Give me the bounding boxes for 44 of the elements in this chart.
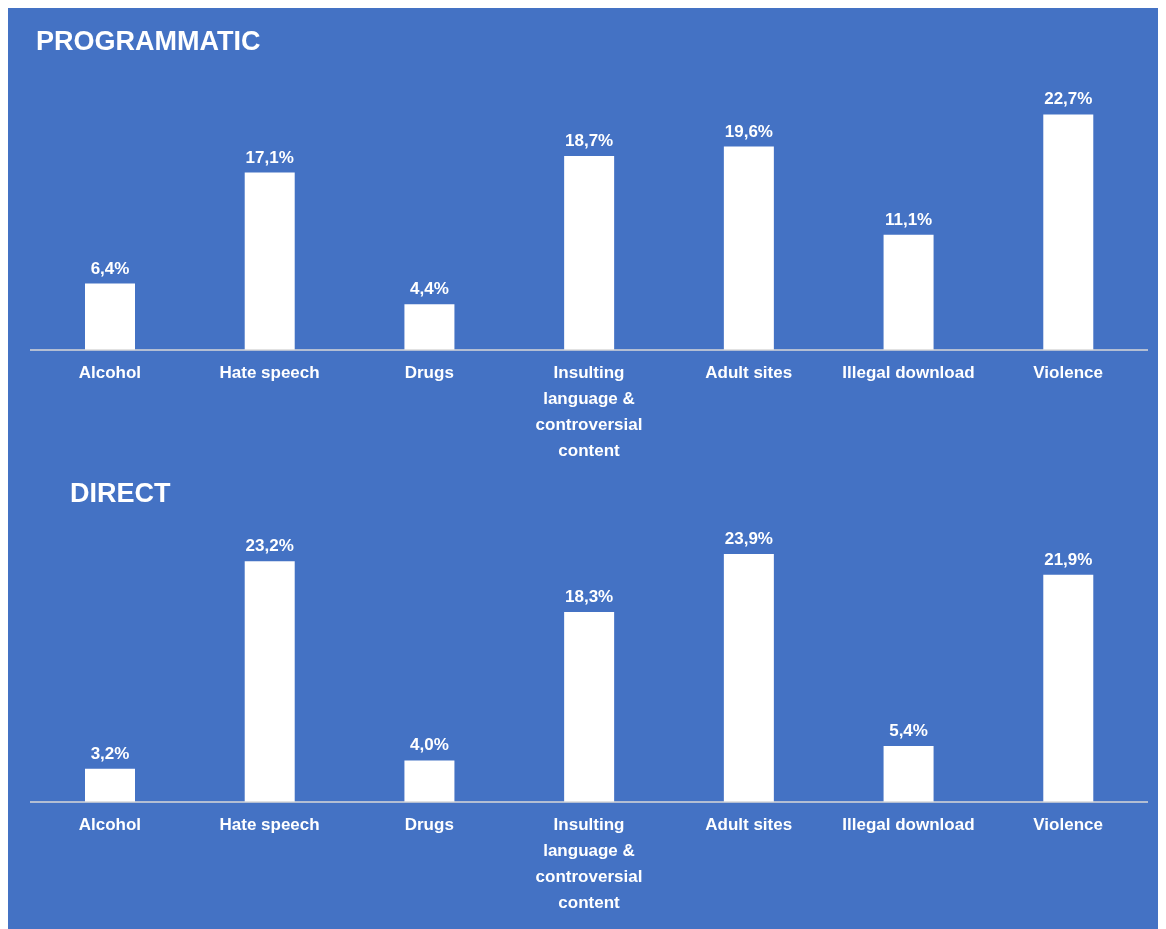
x-tick-label: Alcohol — [78, 363, 142, 382]
x-tick-label: Insulting language & controversial content — [535, 363, 643, 460]
x-tick-label: Adult sites — [705, 363, 793, 382]
bar — [723, 554, 774, 802]
x-tick-label: Insulting language & controversial content — [535, 815, 643, 912]
data-label: 21,9% — [1044, 549, 1093, 569]
x-tick-label: Drugs — [404, 363, 454, 382]
data-label: 3,2% — [90, 743, 130, 763]
bar — [244, 172, 295, 350]
bar — [1043, 114, 1094, 350]
data-label: 4,4% — [410, 279, 449, 299]
bar — [85, 768, 135, 802]
data-label: 19,6% — [724, 121, 773, 141]
bar — [244, 561, 295, 802]
data-label: 18,3% — [565, 587, 614, 607]
x-tick-label: Illegal download — [842, 815, 975, 834]
bar — [564, 155, 615, 350]
data-label: 23,2% — [245, 536, 294, 556]
data-label: 11,1% — [884, 209, 933, 229]
bar — [404, 760, 455, 802]
x-tick-label: Hate speech — [219, 815, 320, 834]
data-label: 18,7% — [565, 130, 614, 150]
data-label: 6,4% — [90, 258, 130, 278]
x-tick-label: Illegal download — [842, 363, 975, 382]
bar — [723, 146, 774, 350]
x-tick-label: Hate speech — [219, 363, 320, 382]
data-label: 23,9% — [724, 529, 773, 548]
x-tick-label: Adult sites — [705, 815, 793, 834]
chart-title: PROGRAMMATIC — [35, 25, 262, 58]
x-tick-label: Alcohol — [78, 815, 142, 834]
bar — [883, 234, 934, 350]
data-label: 17,1% — [245, 147, 294, 167]
bar — [1043, 574, 1094, 802]
x-tick-label: Violence — [1033, 363, 1103, 382]
bar — [883, 745, 934, 802]
x-tick-label: Violence — [1033, 815, 1103, 834]
data-label: 5,4% — [889, 720, 928, 740]
bar — [404, 304, 455, 350]
data-label: 4,0% — [410, 735, 449, 755]
data-label: 22,7% — [1044, 89, 1093, 109]
chart-title: DIRECT — [69, 477, 172, 510]
bar — [564, 612, 615, 802]
x-tick-label: Drugs — [404, 815, 454, 834]
bar — [85, 283, 135, 350]
